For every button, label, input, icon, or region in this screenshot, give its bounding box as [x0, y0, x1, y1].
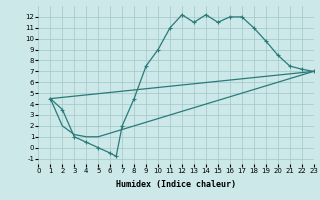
X-axis label: Humidex (Indice chaleur): Humidex (Indice chaleur)	[116, 180, 236, 189]
